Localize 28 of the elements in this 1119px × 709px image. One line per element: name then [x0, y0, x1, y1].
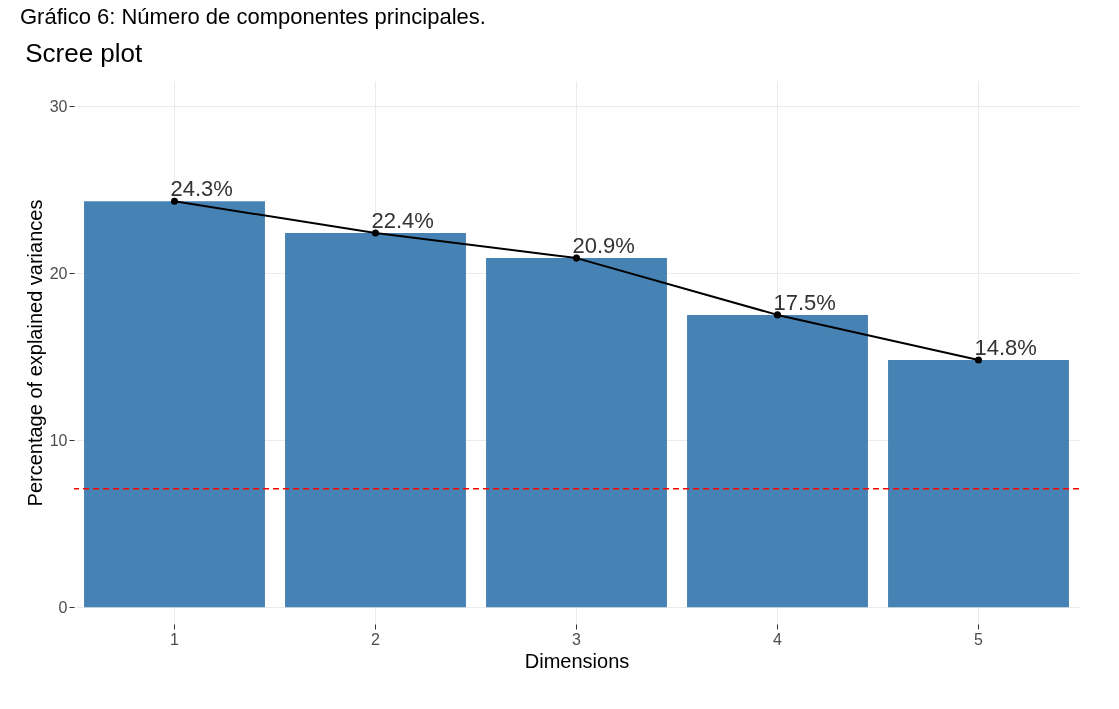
x-tick-label: 3: [572, 630, 582, 648]
data-label: 17.5%: [773, 289, 836, 315]
point: [974, 356, 983, 364]
x-tick-label: 1: [170, 630, 180, 648]
data-label: 20.9%: [572, 233, 635, 259]
y-tick-label: 0: [58, 598, 68, 616]
point: [371, 229, 380, 237]
x-tick-label: 5: [974, 630, 984, 648]
y-tick-label: 10: [49, 431, 68, 449]
text: Gráfico 6: Número de componentes principales.: [20, 4, 487, 30]
x-tick-label: 2: [371, 630, 381, 648]
bar: [486, 258, 667, 608]
y-tick-label: 20: [49, 264, 68, 282]
x-tick-label: 4: [773, 630, 783, 648]
point: [773, 311, 782, 319]
x-axis-title: Dimensions: [524, 649, 630, 672]
point: [170, 197, 179, 205]
bar: [285, 233, 466, 608]
bar: [888, 360, 1069, 608]
y-axis-title: Percentage of explained variances: [23, 199, 46, 507]
bar: [687, 314, 868, 608]
chart-title: Scree plot: [25, 38, 144, 68]
bar: [84, 201, 265, 608]
data-label: 22.4%: [371, 208, 434, 234]
y-tick-label: 30: [49, 97, 68, 115]
data-label: 14.8%: [974, 335, 1037, 361]
data-label: 24.3%: [170, 176, 233, 202]
point: [572, 254, 581, 262]
